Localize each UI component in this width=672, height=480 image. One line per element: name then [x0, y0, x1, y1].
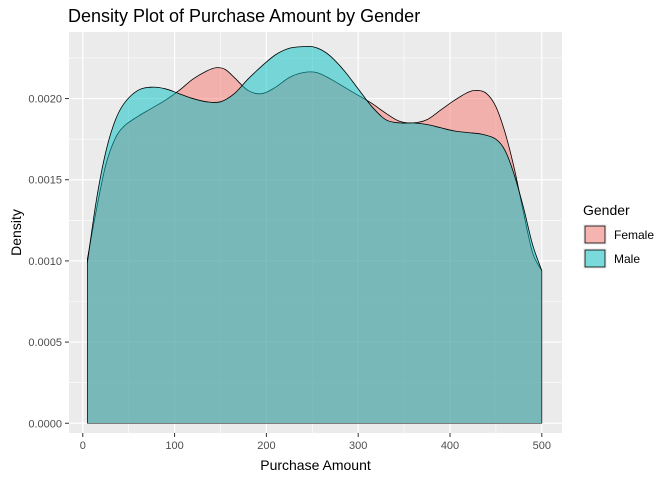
- legend-title: Gender: [583, 202, 630, 218]
- x-tick-label: 400: [441, 440, 459, 452]
- x-tick-label: 100: [165, 440, 183, 452]
- x-tick-label: 500: [533, 440, 551, 452]
- density-area-male: [87, 46, 542, 424]
- legend-key-male: [584, 249, 606, 268]
- x-tick-label: 0: [80, 440, 86, 452]
- x-axis-title: Purchase Amount: [260, 457, 371, 473]
- legend-label-male: Male: [614, 252, 640, 266]
- legend: Gender Female Male: [583, 202, 654, 269]
- x-tick-label: 300: [349, 440, 367, 452]
- x-tick-label: 200: [257, 440, 275, 452]
- chart-title: Density Plot of Purchase Amount by Gende…: [68, 6, 420, 26]
- y-tick-label: 0.0015: [28, 175, 62, 187]
- legend-key-female: [584, 225, 606, 244]
- y-tick-label: 0.0020: [28, 94, 62, 106]
- y-axis-title: Density: [8, 209, 24, 256]
- density-line-male: [86, 45, 543, 271]
- y-tick-label: 0.0005: [28, 337, 62, 349]
- y-tick-label: 0.0000: [28, 418, 62, 430]
- y-tick-label: 0.0010: [28, 256, 62, 268]
- legend-label-female: Female: [614, 228, 654, 242]
